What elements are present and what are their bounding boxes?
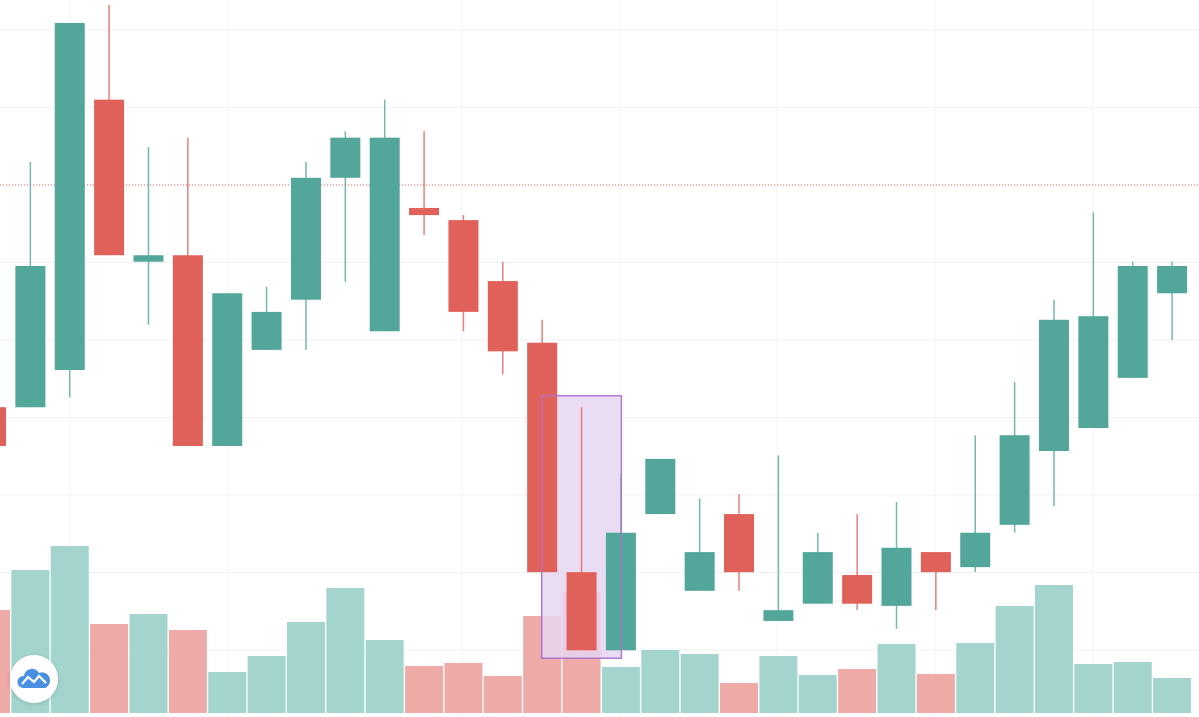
volume-bar [247, 656, 286, 713]
volume-bar [1034, 585, 1073, 713]
candle-body [54, 22, 85, 370]
volume-bar [168, 630, 207, 713]
candle-body [448, 220, 479, 312]
volume-bar [720, 683, 759, 713]
cloud-chart-logo-icon [17, 668, 51, 688]
volume-bar [483, 676, 522, 713]
candle-body [1038, 319, 1069, 451]
candle-body [133, 255, 164, 262]
volume-bar [0, 610, 10, 713]
volume-bar [208, 672, 247, 713]
candle-body [487, 281, 518, 352]
candle-body [566, 572, 597, 651]
volume-bar [50, 546, 89, 713]
candle-body [842, 575, 873, 604]
candle-body [645, 458, 676, 515]
candle-body [999, 435, 1030, 525]
volume-bar [365, 640, 404, 713]
volume-bar [995, 606, 1034, 713]
candle-body [15, 266, 46, 408]
volume-bar [1153, 678, 1192, 713]
volume-bar [838, 669, 877, 713]
candle-body [960, 532, 991, 568]
highlight-box-outline [541, 395, 623, 659]
volume-bar [680, 654, 719, 713]
volume-bar [916, 674, 955, 713]
volume-bar [444, 663, 483, 713]
volume-bar [641, 650, 680, 713]
candle-body [330, 137, 361, 178]
candle-body [172, 255, 203, 446]
candle-body [763, 610, 794, 621]
volume-bar [798, 675, 837, 713]
candle-body [802, 552, 833, 604]
candle-body [1157, 266, 1188, 294]
candle-body [212, 293, 243, 446]
candle-body [920, 552, 951, 573]
candle-body [684, 552, 715, 591]
volume-bar [405, 666, 444, 713]
volume-bar [759, 656, 798, 713]
candle-body [881, 547, 912, 606]
candle-body [369, 137, 400, 332]
volume-bar [1113, 662, 1152, 713]
candle-body [251, 311, 282, 350]
volume-bar [1074, 664, 1113, 713]
logo-button[interactable] [10, 655, 58, 703]
candle-body [290, 177, 321, 300]
volume-bar [601, 667, 640, 713]
candle-body [94, 99, 125, 256]
candle-body [724, 514, 755, 573]
volume-bar [877, 644, 916, 713]
volume-bar [326, 588, 365, 713]
volume-bar [129, 614, 168, 713]
candle-body [1117, 266, 1148, 378]
candle-body [1078, 316, 1109, 429]
candle-body [409, 207, 440, 216]
volume-bar [90, 624, 129, 713]
volume-bar [956, 643, 995, 713]
volume-bar [286, 622, 325, 713]
candle-body [0, 407, 6, 446]
